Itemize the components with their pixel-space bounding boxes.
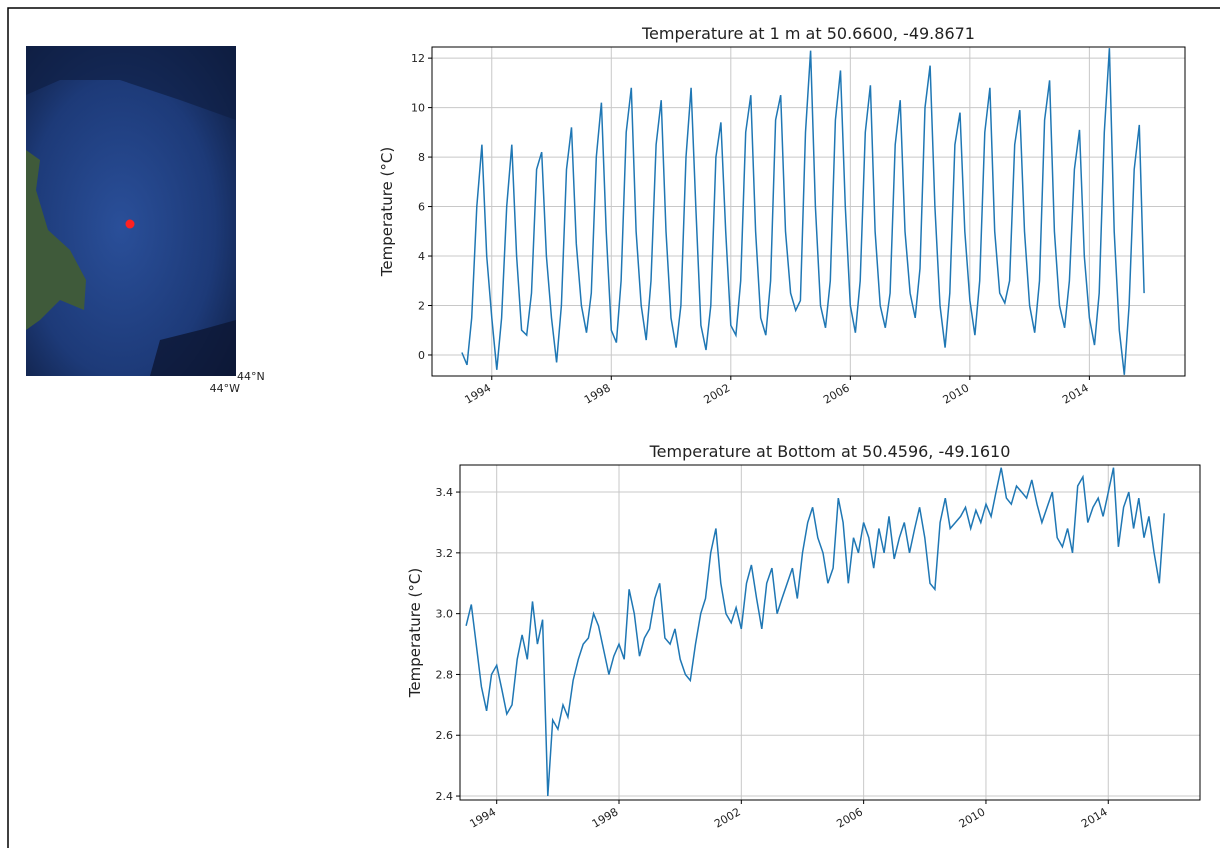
- map-location: [126, 220, 135, 229]
- data-line: [462, 48, 1144, 375]
- chart-title: Temperature at 1 m at 50.6600, -49.8671: [641, 24, 975, 43]
- x-tick-label: 1994: [467, 805, 498, 830]
- y-tick-label: 12: [411, 52, 425, 65]
- y-tick-label: 2.4: [436, 790, 454, 803]
- x-tick-label: 2014: [1060, 381, 1091, 406]
- x-tick-label: 1998: [590, 805, 621, 830]
- chart-title: Temperature at Bottom at 50.4596, -49.16…: [649, 442, 1011, 461]
- y-tick-label: 3.4: [436, 486, 454, 499]
- y-tick-label: 8: [418, 151, 425, 164]
- x-tick-label: 2002: [702, 381, 733, 406]
- y-tick-label: 3.0: [436, 608, 454, 621]
- y-tick-label: 0: [418, 349, 425, 362]
- x-tick-label: 1994: [463, 381, 494, 406]
- x-tick-label: 2006: [821, 381, 852, 406]
- x-tick-label: 1998: [582, 381, 613, 406]
- y-tick-label: 6: [418, 201, 425, 214]
- y-tick-label: 10: [411, 102, 425, 115]
- x-tick-label: 2014: [1079, 805, 1110, 830]
- data-line: [466, 468, 1164, 796]
- map-lon-label: 44°W: [210, 382, 240, 395]
- y-axis-label: Temperature (°C): [378, 147, 396, 277]
- y-tick-label: 3.2: [436, 547, 454, 560]
- x-tick-label: 2010: [941, 381, 972, 406]
- y-tick-label: 2.8: [436, 668, 454, 681]
- map-lat-label: 44°N: [237, 370, 265, 383]
- y-tick-label: 4: [418, 250, 425, 263]
- y-tick-label: 2: [418, 300, 425, 313]
- x-tick-label: 2002: [712, 805, 743, 830]
- screenshot: 44°N 44°W Temperature at 1 m at 50.6600,…: [0, 0, 1220, 848]
- x-tick-label: 2010: [957, 805, 988, 830]
- plot-frame: [460, 465, 1200, 800]
- map: 44°N 44°W: [26, 46, 265, 395]
- y-tick-label: 2.6: [436, 729, 454, 742]
- x-tick-label: 2006: [834, 805, 865, 830]
- y-axis-label: Temperature (°C): [406, 568, 424, 698]
